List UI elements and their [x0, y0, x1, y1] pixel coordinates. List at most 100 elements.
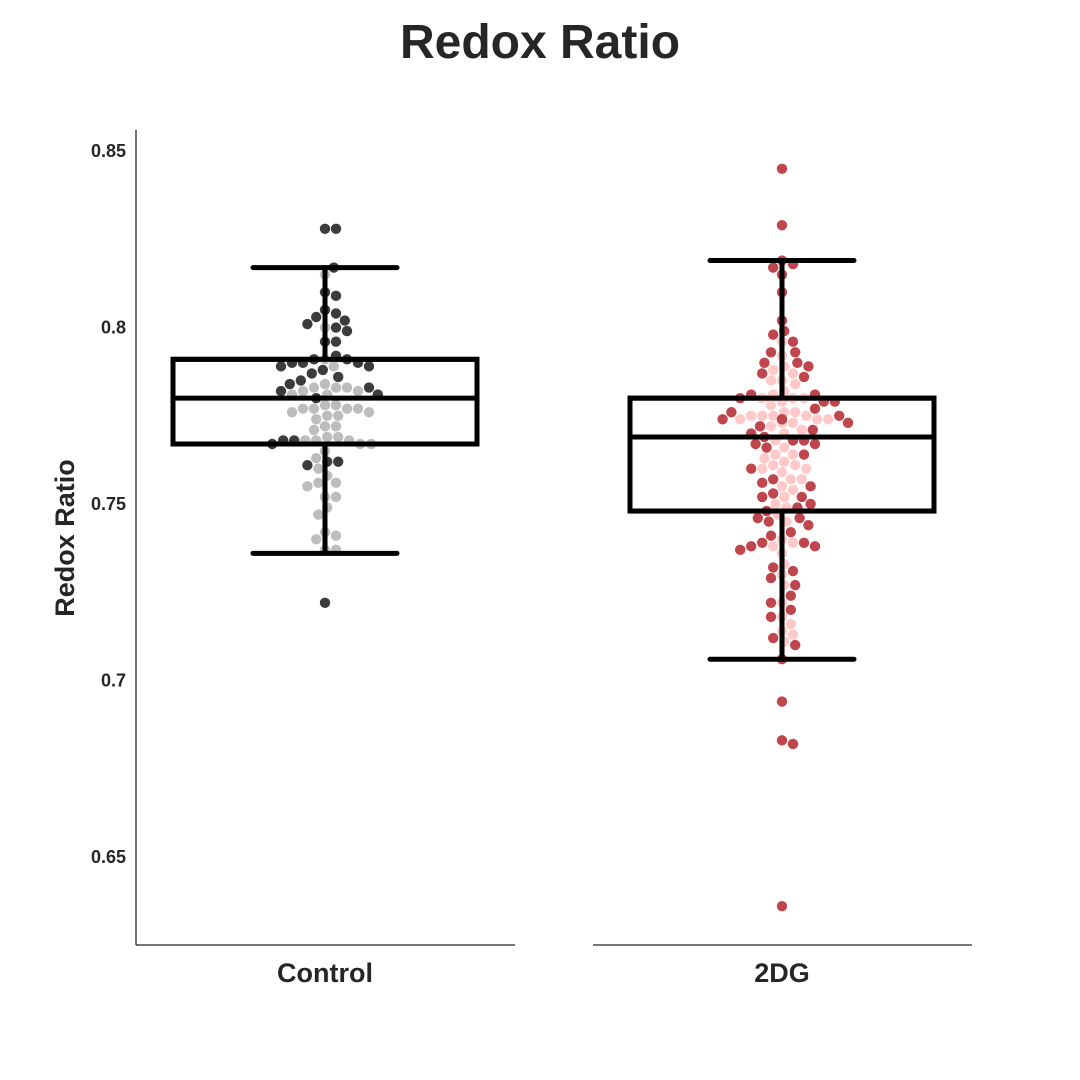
data-point-control: [317, 364, 328, 376]
x-category-label-2dg: 2DG: [754, 958, 810, 988]
axes: [135, 130, 972, 946]
data-point-control: [311, 452, 322, 464]
data-point-2dg: [765, 399, 777, 411]
data-point-control: [322, 431, 333, 443]
data-point-control: [330, 223, 342, 234]
data-point-2dg: [768, 329, 779, 340]
data-point-control: [330, 491, 342, 503]
data-point-2dg: [790, 639, 801, 651]
data-point-control: [330, 290, 342, 302]
data-point-2dg: [796, 424, 807, 436]
data-point-control: [284, 378, 295, 390]
data-point-2dg: [757, 368, 768, 379]
data-point-2dg: [787, 484, 799, 496]
data-point-2dg: [765, 375, 777, 386]
data-point-2dg: [770, 449, 781, 460]
data-point-2dg: [757, 491, 768, 503]
data-point-2dg: [798, 371, 810, 383]
swarm-points: [267, 163, 854, 912]
data-point-control: [319, 399, 331, 411]
data-point-2dg: [787, 336, 799, 347]
data-point-control: [330, 399, 342, 411]
y-axis-label: Redox Ratio: [50, 459, 80, 617]
data-point-2dg: [787, 565, 799, 577]
data-point-2dg: [768, 541, 779, 552]
data-point-control: [363, 361, 375, 372]
data-point-2dg: [776, 163, 788, 175]
y-tick-label: 0.75: [91, 494, 126, 514]
data-point-2dg: [807, 424, 818, 436]
data-point-2dg: [785, 604, 796, 616]
data-point-2dg: [792, 357, 803, 369]
data-point-2dg: [770, 498, 781, 510]
data-point-control: [341, 382, 353, 393]
data-point-2dg: [834, 410, 845, 421]
data-point-control: [363, 382, 375, 393]
data-point-2dg: [790, 579, 801, 591]
data-point-2dg: [765, 347, 777, 358]
data-point-2dg: [801, 410, 812, 421]
data-point-2dg: [823, 414, 834, 425]
data-point-2dg: [785, 527, 796, 538]
data-point-2dg: [768, 632, 779, 644]
data-point-2dg: [798, 537, 810, 548]
data-point-2dg: [757, 537, 768, 548]
data-point-2dg: [735, 544, 746, 556]
data-point-control: [297, 403, 309, 414]
data-point-2dg: [812, 414, 823, 425]
data-point-2dg: [805, 481, 816, 492]
data-point-2dg: [735, 414, 746, 425]
data-point-control: [330, 477, 342, 489]
data-point-control: [308, 403, 320, 414]
data-point-2dg: [794, 512, 805, 524]
data-point-2dg: [779, 442, 790, 453]
data-point-2dg: [787, 629, 799, 640]
data-point-control: [286, 407, 298, 418]
data-point-control: [308, 382, 320, 393]
chart-title: Redox Ratio: [400, 16, 680, 69]
y-tick-label: 0.8: [101, 318, 126, 338]
data-point-control: [275, 385, 287, 397]
data-point-2dg: [790, 407, 801, 418]
data-point-control: [352, 385, 364, 397]
data-point-2dg: [750, 438, 761, 450]
data-point-control: [311, 414, 322, 425]
data-point-2dg: [757, 477, 768, 489]
data-point-control: [330, 308, 342, 319]
data-point-control: [333, 410, 344, 421]
data-point-2dg: [746, 410, 757, 421]
data-point-control: [330, 530, 342, 541]
data-point-2dg: [785, 474, 796, 485]
data-point-control: [302, 318, 313, 330]
data-point-2dg: [796, 474, 807, 485]
data-point-2dg: [765, 611, 777, 623]
data-point-control: [319, 421, 331, 432]
data-point-control: [330, 421, 342, 432]
data-point-2dg: [746, 463, 757, 474]
data-point-2dg: [768, 410, 779, 421]
data-point-2dg: [717, 414, 728, 425]
data-point-2dg: [776, 735, 788, 746]
data-point-2dg: [768, 459, 779, 471]
data-point-2dg: [803, 519, 814, 531]
data-point-2dg: [776, 220, 788, 231]
data-point-2dg: [787, 368, 799, 379]
data-point-control: [313, 477, 324, 489]
data-point-2dg: [787, 738, 799, 750]
data-point-control: [333, 431, 344, 443]
x-category-label-control: Control: [277, 958, 373, 988]
data-point-2dg: [779, 456, 790, 467]
data-point-2dg: [746, 541, 757, 552]
data-point-2dg: [768, 562, 779, 573]
data-point-2dg: [801, 463, 812, 474]
data-point-2dg: [776, 467, 788, 478]
data-point-2dg: [765, 421, 777, 432]
data-point-control: [341, 325, 353, 337]
data-point-control: [339, 315, 350, 326]
data-point-control: [275, 361, 287, 372]
data-point-2dg: [765, 530, 777, 541]
data-point-2dg: [787, 449, 799, 460]
y-tick-label: 0.7: [101, 670, 126, 690]
data-point-2dg: [790, 378, 801, 390]
data-point-control: [319, 378, 331, 390]
